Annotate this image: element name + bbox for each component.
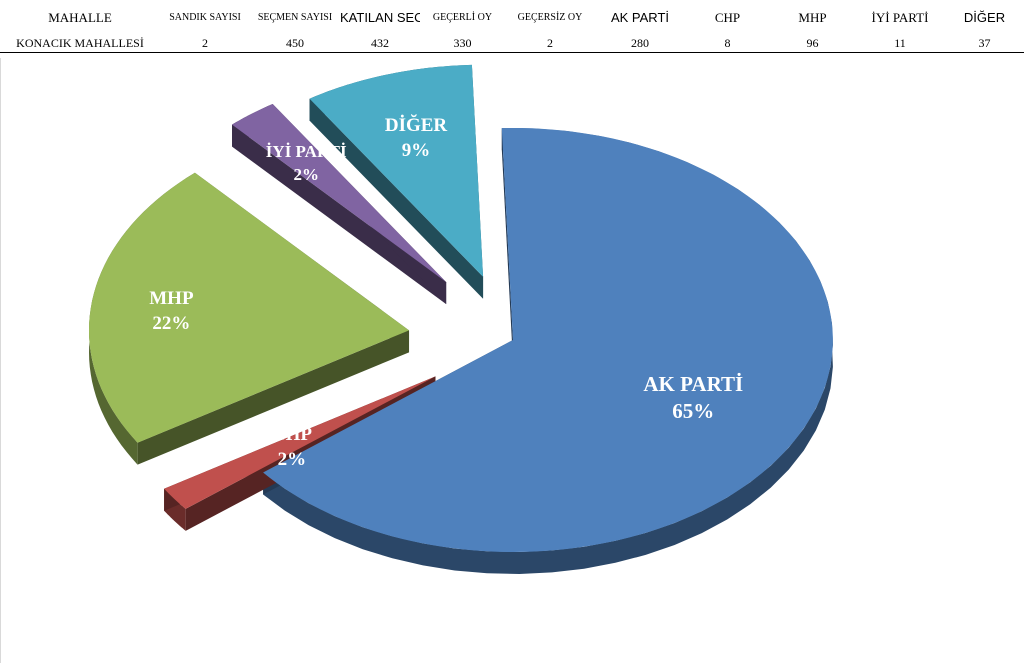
header-sandik-sayisi: SANDIK SAYISI xyxy=(169,11,241,23)
slice-label-name-chp: CHP xyxy=(272,424,313,445)
pie-chart: AK PARTİ 65% CHP 2% MHP 22% İYİ PARTİ 2% DİĞER 9% xyxy=(88,64,833,574)
slice-chp xyxy=(164,376,436,509)
slice-ak-parti xyxy=(263,127,833,552)
cell-secmen-sayisi: 450 xyxy=(250,34,340,53)
results-table-wrapper: MAHALLE SANDIK SAYISI SEÇMEN SAYISI KATI… xyxy=(0,0,1024,58)
cell-mhp: 96 xyxy=(770,34,855,53)
header-row: MAHALLE SANDIK SAYISI SEÇMEN SAYISI KATI… xyxy=(0,0,1024,34)
slice-label-percent-mhp: 22% xyxy=(152,313,190,334)
cell-sandik-sayisi: 2 xyxy=(160,34,250,53)
slice-label-name-di-ger: DİĞER xyxy=(385,114,448,136)
header-gecerli-oy: GEÇERLİ OY xyxy=(432,11,493,23)
header-gecersiz-oy: GEÇERSİZ OY xyxy=(517,11,583,23)
cell-diger: 37 xyxy=(945,34,1024,53)
slice-i-yi-parti xyxy=(232,104,447,283)
cell-gecerli-oy: 330 xyxy=(420,34,505,53)
slice-label-name-ak-parti: AK PARTİ xyxy=(643,372,743,396)
slice-di-ger xyxy=(309,64,484,277)
cell-katilan-secmen: 432 xyxy=(340,34,420,53)
slice-label-name-i-yi-parti: İYİ PARTİ xyxy=(266,142,347,161)
header-chp: CHP xyxy=(714,9,741,25)
header-iyi-parti: İYİ PARTİ xyxy=(871,9,929,25)
slice-mhp xyxy=(88,172,410,443)
header-secmen-sayisi: SEÇMEN SAYISI xyxy=(257,11,333,23)
slice-label-percent-i-yi-parti: 2% xyxy=(293,165,319,184)
slice-label-percent-chp: 2% xyxy=(278,449,307,470)
cell-iyi-parti: 11 xyxy=(855,34,945,53)
header-diger: DİĞER xyxy=(963,9,1006,25)
header-ak-parti: AK PARTİ xyxy=(610,9,670,25)
chart-area: AK PARTİ 65% CHP 2% MHP 22% İYİ PARTİ 2% DİĞER 9% xyxy=(0,58,1024,663)
slice-label-percent-ak-parti: 65% xyxy=(672,399,714,423)
slice-label-name-mhp: MHP xyxy=(149,288,194,309)
header-katilan-secmen: KATILAN SECMEN xyxy=(340,9,420,25)
cell-mahalle: KONACIK MAHALLESİ xyxy=(0,34,160,53)
table-row: KONACIK MAHALLESİ 2 450 432 330 2 280 8 … xyxy=(0,34,1024,53)
cell-gecersiz-oy: 2 xyxy=(505,34,595,53)
results-table: MAHALLE SANDIK SAYISI SEÇMEN SAYISI KATI… xyxy=(0,0,1024,53)
cell-chp: 8 xyxy=(685,34,770,53)
cell-ak-parti: 280 xyxy=(595,34,685,53)
header-mhp: MHP xyxy=(798,9,827,25)
slice-label-percent-di-ger: 9% xyxy=(402,140,431,161)
header-mahalle: MAHALLE xyxy=(48,9,112,25)
